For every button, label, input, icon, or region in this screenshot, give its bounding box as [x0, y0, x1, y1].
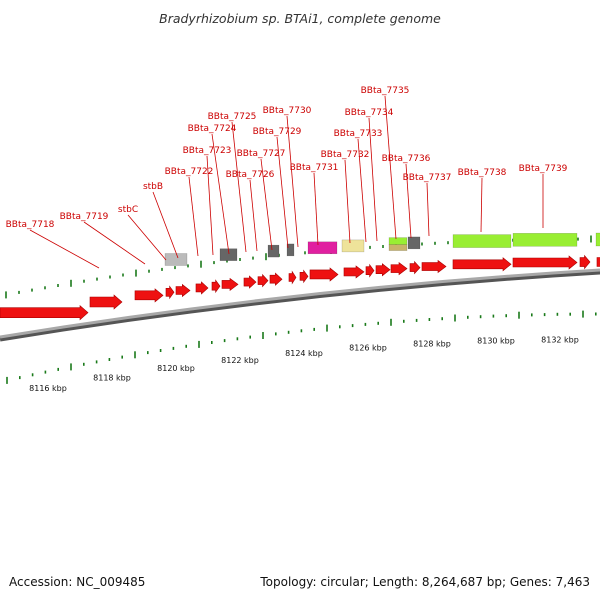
label-leader [260, 158, 273, 251]
gene-arrow [269, 272, 283, 286]
label-leader [152, 191, 179, 259]
gray-block [164, 253, 188, 266]
label-leader [231, 121, 247, 253]
label-leader [384, 95, 397, 240]
gene-arrow [211, 279, 221, 294]
lime-block [452, 234, 512, 248]
label-leader [357, 138, 367, 243]
accession-text: Accession: NC_009485 [9, 575, 145, 589]
backbone-line [0, 268, 600, 339]
rna-block [267, 244, 280, 258]
gene-arrow [134, 288, 164, 303]
label-leader-lines [29, 95, 544, 269]
backbone-shadow [0, 269, 600, 342]
gene-label: BBta_7737 [403, 173, 452, 183]
gene-label: BBta_7725 [208, 112, 257, 122]
kbp-label: 8128 kbp [413, 340, 451, 349]
genome-title: Bradyrhizobium sp. BTAi1, complete genom… [159, 11, 441, 26]
gene-label: BBta_7726 [226, 170, 275, 180]
gene-label: BBta_7727 [237, 149, 286, 159]
gene-label: BBta_7719 [60, 212, 109, 222]
gene-arrow [365, 263, 375, 278]
gene-label: BBta_7733 [334, 129, 383, 139]
label-leader [188, 176, 199, 257]
label-leader [344, 159, 351, 244]
kbp-label: 8116 kbp [29, 384, 67, 393]
gene-arrow [452, 257, 512, 272]
gene-arrow [175, 283, 191, 298]
kbp-label: 8120 kbp [157, 364, 195, 373]
kbp-label: 8122 kbp [221, 356, 259, 365]
feature-blocks [164, 232, 600, 266]
gene-arrow [221, 277, 239, 292]
gene-arrows [0, 254, 600, 321]
tan-block [388, 244, 408, 251]
gene-arrow [257, 273, 269, 288]
gene-arrow [288, 270, 297, 285]
gene-arrow [596, 257, 600, 267]
kbp-label: 8130 kbp [477, 337, 515, 346]
gene-arrow [309, 267, 339, 282]
gene-label: BBta_7734 [345, 108, 394, 118]
label-leader [206, 155, 214, 256]
gene-arrow [390, 262, 408, 276]
label-leader [83, 221, 146, 265]
genome-backbone [0, 268, 600, 342]
kbp-label: 8132 kbp [541, 335, 579, 344]
label-leader [426, 182, 430, 237]
gene-label: BBta_7732 [321, 150, 370, 160]
gene-label: BBta_7718 [6, 220, 55, 230]
lime-block [512, 233, 578, 247]
gene-arrow [409, 260, 421, 275]
lime-block [595, 232, 600, 247]
topology-text: Topology: circular; Length: 8,264,687 bp… [259, 575, 590, 589]
gene-label: BBta_7735 [361, 86, 410, 96]
rna-block [286, 243, 295, 257]
label-leader [127, 214, 167, 261]
label-leader [249, 179, 258, 252]
kbp-label: 8118 kbp [93, 373, 131, 382]
kbp-label: 8126 kbp [349, 344, 387, 353]
gene-arrow [0, 305, 89, 321]
gene-label: BBta_7723 [183, 146, 232, 156]
gene-label: BBta_7739 [519, 164, 568, 174]
gene-label: BBta_7738 [458, 168, 507, 178]
gene-arrow [421, 259, 447, 274]
gene-label: stbB [143, 182, 163, 192]
gene-arrow [512, 255, 578, 270]
gene-label: stbC [118, 205, 138, 215]
gene-arrow [343, 265, 365, 279]
inner-tick-row [6, 310, 597, 384]
gene-arrow [165, 285, 175, 300]
gene-label: BBta_7736 [382, 154, 431, 164]
gene-arrow [243, 275, 257, 289]
label-leader [368, 117, 378, 242]
gene-arrow [89, 294, 123, 310]
rna-block [407, 236, 421, 250]
kbp-scale-labels: 8116 kbp 8118 kbp 8120 kbp 8122 kbp 8124 kbp… [29, 335, 579, 393]
lime-block [388, 237, 408, 245]
khaki-block [341, 239, 365, 253]
label-leader [405, 163, 412, 239]
label-leader [211, 133, 230, 255]
gene-label: BBta_7731 [290, 163, 339, 173]
gene-arrow [195, 281, 209, 295]
kbp-label: 8124 kbp [285, 349, 323, 358]
label-leader [29, 229, 100, 269]
gene-arrow [299, 269, 309, 284]
label-leader [286, 115, 299, 248]
gene-label: BBta_7730 [263, 106, 312, 116]
label-leader [313, 172, 319, 246]
gene-label: BBta_7724 [188, 124, 237, 134]
gene-arrow [375, 263, 391, 277]
gene-label: BBta_7722 [165, 167, 214, 177]
label-leader [480, 177, 483, 233]
magenta-block [307, 241, 338, 255]
gene-label: BBta_7729 [253, 127, 302, 137]
label-leader [276, 136, 289, 249]
gene-arrow [579, 254, 591, 270]
